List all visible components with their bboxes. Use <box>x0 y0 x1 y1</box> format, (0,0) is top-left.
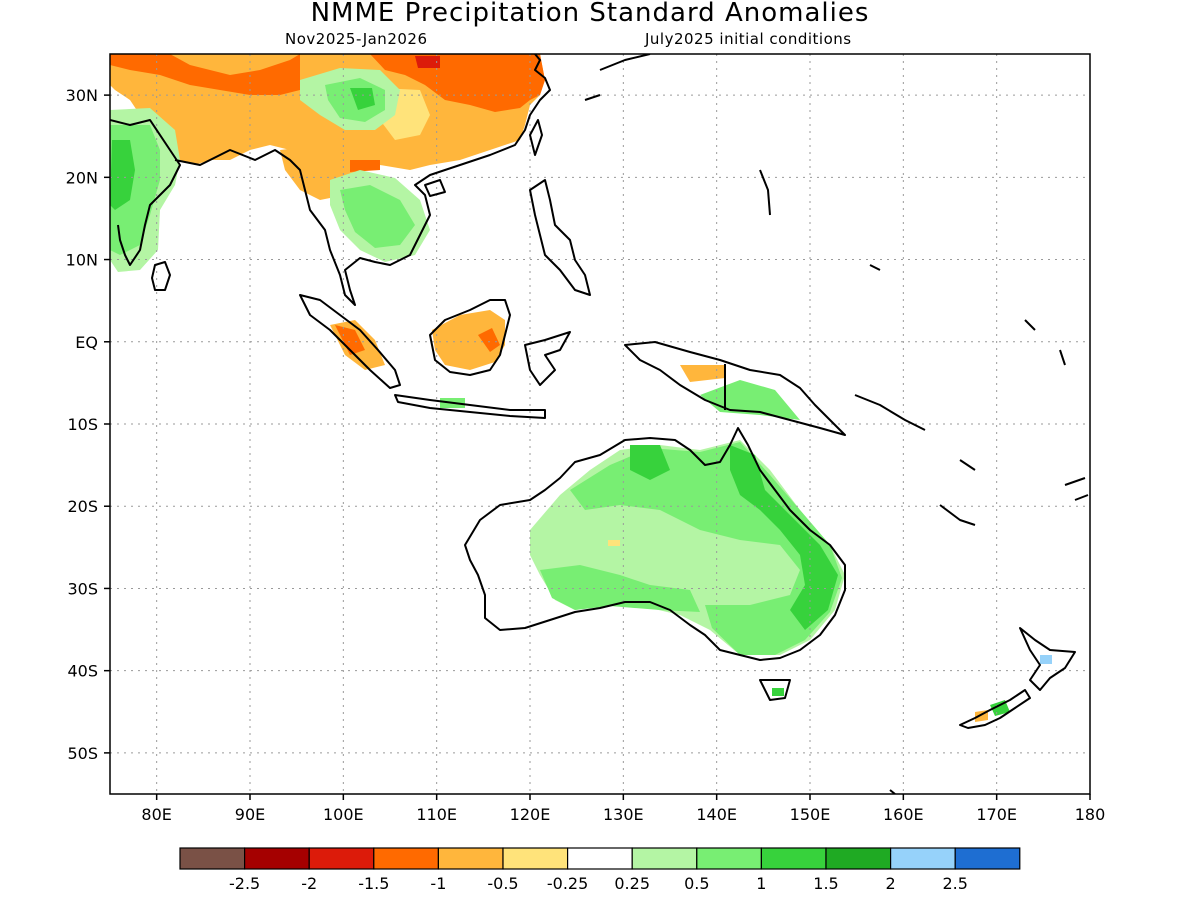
coast-philippines <box>529 179 591 296</box>
coast-japan <box>584 54 651 101</box>
anomaly-wet-australia-mid <box>570 442 842 655</box>
coast-sri-lanka <box>151 261 171 291</box>
anomaly-dry-newguinea <box>680 365 725 382</box>
colorbar-swatch <box>889 847 956 870</box>
coast-nz-south <box>959 689 1031 729</box>
anomaly-moderate-dry-patch <box>350 160 380 172</box>
colorbar-label: -0.25 <box>547 874 588 893</box>
anomaly-wet-india-core <box>110 140 135 210</box>
lat-tick-label: 10N <box>66 251 98 270</box>
anomaly-wet-australia-mid2 <box>540 565 700 612</box>
season-label: Nov2025-Jan2026 <box>285 30 428 48</box>
colorbar-label: -1.5 <box>358 874 389 893</box>
lat-tick-label: 20N <box>66 168 98 187</box>
coast-asia-mainland <box>110 54 551 306</box>
lon-tick-label: 180 <box>1075 805 1106 824</box>
colorbar-label: -2 <box>301 874 317 893</box>
coast-solomons <box>854 394 926 431</box>
anomaly-moderate-dry-sumatra <box>335 325 365 355</box>
anomaly-strong-dry-core <box>415 56 440 68</box>
colorbar-label: 2 <box>886 874 896 893</box>
coast-new-guinea <box>624 341 846 436</box>
colorbar-swatch <box>566 847 633 870</box>
longitude-axis: 80E 90E 100E 110E 120E 130E 140E 150E 160E 170E 18… <box>141 794 1105 824</box>
lon-tick-label: 140E <box>696 805 737 824</box>
colorbar-label: -0.5 <box>487 874 518 893</box>
anomaly-wet-indochina-mid <box>340 185 415 248</box>
anomaly-dry-borneo <box>432 310 505 370</box>
colorbar-swatch <box>954 847 1021 870</box>
lat-tick-label: 50S <box>67 744 98 763</box>
lat-tick-label: 10S <box>67 415 98 434</box>
coast-tasmania <box>759 679 791 701</box>
coast-borneo <box>429 299 511 376</box>
anomaly-moderate-dry-north <box>110 54 300 95</box>
lat-tick-label: 20S <box>67 497 98 516</box>
coast-pacific-islands <box>759 169 1089 794</box>
colorbar-label: -2.5 <box>229 874 260 893</box>
colorbar-swatch <box>373 847 439 870</box>
colorbar-swatch <box>825 847 892 870</box>
lon-tick-label: 160E <box>883 805 924 824</box>
anomaly-wet-tibet-core <box>350 88 375 110</box>
lon-tick-label: 150E <box>790 805 831 824</box>
latitude-axis: 30N 20N 10N EQ 10S 20S 30S 40S 50S <box>66 86 110 763</box>
colorbar: -2.5 -2 -1.5 -1 -0.5 -0.25 0.25 0.5 1 1.5 2 2.5 <box>179 847 1021 893</box>
colorbar-swatch <box>308 847 375 870</box>
map-title: NMME Precipitation Standard Anomalies <box>311 0 870 28</box>
colorbar-label: 1.5 <box>813 874 838 893</box>
lon-tick-label: 110E <box>416 805 457 824</box>
coast-hainan <box>424 179 446 197</box>
colorbar-label: 2.5 <box>942 874 967 893</box>
colorbar-label: 1 <box>756 874 766 893</box>
colorbar-swatch <box>502 847 569 870</box>
colorbar-swatch <box>179 847 246 870</box>
coast-sumatra <box>299 294 401 389</box>
lat-tick-label: 30S <box>67 579 98 598</box>
anomaly-wet-australia-core2 <box>630 445 670 480</box>
lon-tick-label: 90E <box>235 805 265 824</box>
coast-australia <box>464 427 846 661</box>
lon-tick-label: 170E <box>976 805 1017 824</box>
lon-tick-label: 80E <box>141 805 171 824</box>
coastlines <box>110 54 1089 794</box>
anomaly-wet-newguinea <box>700 380 800 420</box>
colorbar-swatch <box>631 847 698 870</box>
colorbar-swatch <box>244 847 310 870</box>
coast-nz-north <box>1019 627 1076 691</box>
colorbar-swatch <box>696 847 762 870</box>
coast-taiwan <box>529 119 543 156</box>
colorbar-label: 0.5 <box>684 874 709 893</box>
anomaly-wet-nz-north <box>1040 655 1052 664</box>
graticule <box>110 54 1090 794</box>
anomaly-dry-australia-fleck <box>608 540 620 546</box>
colorbar-swatch <box>437 847 504 870</box>
lon-tick-label: 100E <box>323 805 364 824</box>
anomaly-wet-nz <box>990 700 1010 716</box>
lon-tick-label: 120E <box>510 805 551 824</box>
anomaly-wet-tasmania <box>772 688 784 696</box>
coast-java <box>394 394 546 419</box>
lat-tick-label: EQ <box>75 333 98 352</box>
initial-conditions-label: July2025 initial conditions <box>644 30 852 48</box>
anomaly-moderate-dry-borneo <box>478 328 500 352</box>
colorbar-swatch <box>760 847 827 870</box>
anomaly-wet-australia-core <box>730 445 838 630</box>
colorbar-label: 0.25 <box>614 874 650 893</box>
lon-tick-label: 130E <box>603 805 644 824</box>
coast-sulawesi <box>524 331 571 386</box>
lat-tick-label: 30N <box>66 86 98 105</box>
lat-tick-label: 40S <box>67 662 98 681</box>
anomaly-moderate-dry-east-china <box>370 54 545 112</box>
colorbar-label: -1 <box>430 874 446 893</box>
anomaly-field <box>110 54 1052 722</box>
